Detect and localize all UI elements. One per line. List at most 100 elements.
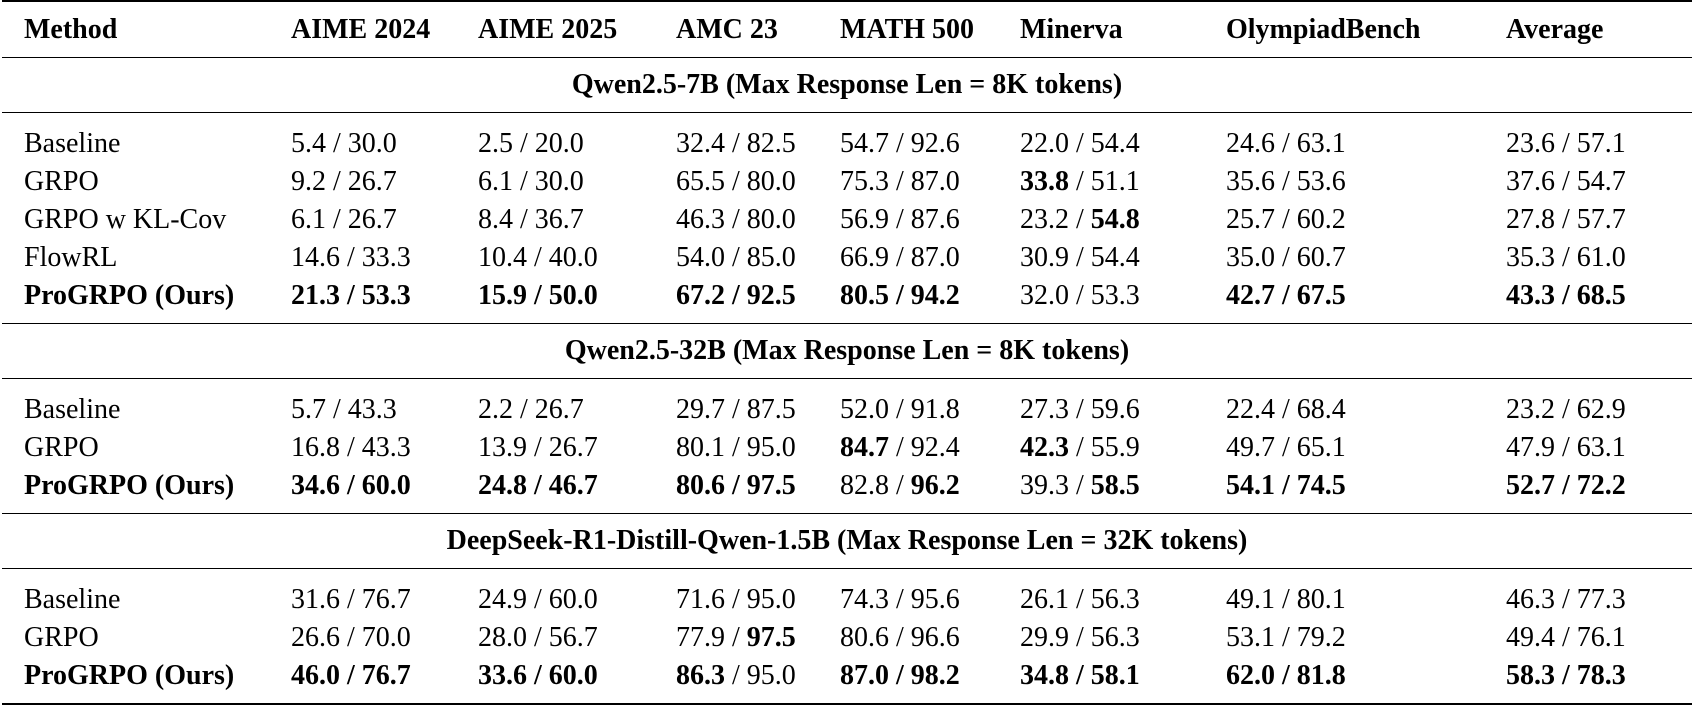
score-separator: / [326, 128, 348, 159]
score-cell: 31.6 / 76.7 [287, 569, 476, 620]
score-separator: / [889, 280, 911, 311]
score-cell: 8.4 / 36.7 [476, 201, 664, 239]
score-separator: / [340, 622, 362, 653]
score-cell: 43.3 / 68.5 [1488, 277, 1692, 324]
score-cell: 2.5 / 20.0 [476, 113, 664, 164]
score-separator: / [1275, 432, 1297, 463]
score-value: 80.6 [840, 622, 889, 653]
score-value: 54.4 [1090, 128, 1140, 159]
score-separator: / [1069, 242, 1091, 273]
score-value: 42.7 [1226, 280, 1275, 311]
score-separator: / [340, 660, 362, 691]
score-cell: 49.7 / 65.1 [1226, 429, 1488, 467]
score-value: 54.4 [1090, 242, 1140, 273]
score-cell: 27.8 / 57.7 [1488, 201, 1692, 239]
score-value: 10.4 [478, 242, 527, 273]
score-cell: 62.0 / 81.8 [1226, 657, 1488, 704]
score-separator: / [725, 394, 747, 425]
score-value: 27.8 [1506, 204, 1555, 235]
score-value: 60.0 [548, 584, 598, 615]
score-value: 75.3 [840, 166, 889, 197]
score-value: 77.9 [676, 622, 725, 653]
score-cell: 33.6 / 60.0 [476, 657, 664, 704]
score-value: 92.6 [910, 128, 960, 159]
score-cell: 80.5 / 94.2 [834, 277, 1010, 324]
score-cell: 54.0 / 85.0 [664, 239, 834, 277]
score-value: 57.7 [1576, 204, 1626, 235]
score-value: 78.3 [1576, 660, 1626, 691]
col-header-olympiadbench: OlympiadBench [1226, 13, 1421, 45]
section-header-row: Qwen2.5-32B (Max Response Len = 8K token… [2, 323, 1692, 379]
score-cell: 5.7 / 43.3 [287, 379, 476, 430]
table-body: Qwen2.5-7B (Max Response Len = 8K tokens… [2, 57, 1692, 704]
score-cell: 65.5 / 80.0 [664, 163, 834, 201]
score-separator: / [889, 242, 911, 273]
score-value: 65.1 [1296, 432, 1346, 463]
score-separator: / [889, 584, 911, 615]
score-value: 80.1 [1296, 584, 1346, 615]
score-value: 36.7 [534, 204, 584, 235]
score-cell: 53.1 / 79.2 [1226, 619, 1488, 657]
score-separator: / [1555, 280, 1577, 311]
score-separator: / [1275, 660, 1297, 691]
method-cell: FlowRL [24, 242, 118, 273]
score-value: 87.0 [840, 660, 889, 691]
score-separator: / [889, 166, 911, 197]
score-value: 95.6 [910, 584, 960, 615]
score-separator: / [513, 204, 535, 235]
table-row: GRPO w KL-Cov 6.1 / 26.7 8.4 / 36.7 46.3 / … [2, 201, 1692, 239]
score-value: 14.6 [291, 242, 340, 273]
method-cell: Baseline [24, 128, 121, 159]
score-value: 27.3 [1020, 394, 1069, 425]
score-value: 32.4 [676, 128, 725, 159]
col-header-math-500: MATH 500 [840, 13, 975, 45]
col-header-aime-2024: AIME 2024 [291, 13, 431, 45]
score-value: 56.7 [548, 622, 598, 653]
score-separator: / [1275, 166, 1297, 197]
score-separator: / [326, 394, 348, 425]
score-value: 54.0 [676, 242, 725, 273]
score-value: 23.6 [1506, 128, 1555, 159]
score-value: 98.2 [910, 660, 960, 691]
score-separator: / [527, 242, 549, 273]
score-separator: / [1069, 394, 1091, 425]
score-separator: / [527, 584, 549, 615]
score-value: 20.0 [534, 128, 584, 159]
score-value: 42.3 [1020, 432, 1069, 463]
score-cell: 30.9 / 54.4 [1010, 239, 1226, 277]
score-cell: 52.0 / 91.8 [834, 379, 1010, 430]
score-cell: 9.2 / 26.7 [287, 163, 476, 201]
score-value: 24.8 [478, 470, 527, 501]
score-value: 56.3 [1090, 622, 1140, 653]
score-value: 8.4 [478, 204, 513, 235]
score-value: 25.7 [1226, 204, 1275, 235]
score-value: 35.6 [1226, 166, 1275, 197]
score-value: 87.6 [910, 204, 960, 235]
score-value: 60.0 [548, 660, 598, 691]
score-value: 31.6 [291, 584, 340, 615]
score-cell: 37.6 / 54.7 [1488, 163, 1692, 201]
score-separator: / [340, 242, 362, 273]
score-value: 23.2 [1020, 204, 1069, 235]
score-value: 87.0 [910, 166, 960, 197]
score-value: 95.0 [746, 584, 796, 615]
score-value: 34.8 [1020, 660, 1069, 691]
score-cell: 46.3 / 80.0 [664, 201, 834, 239]
score-cell: 29.7 / 87.5 [664, 379, 834, 430]
score-value: 2.2 [478, 394, 513, 425]
score-separator: / [1069, 622, 1091, 653]
score-cell: 15.9 / 50.0 [476, 277, 664, 324]
score-value: 52.0 [840, 394, 889, 425]
score-value: 60.7 [1296, 242, 1346, 273]
score-value: 62.9 [1576, 394, 1626, 425]
score-value: 97.5 [746, 622, 796, 653]
score-value: 52.7 [1506, 470, 1555, 501]
score-value: 68.5 [1576, 280, 1626, 311]
score-value: 15.9 [478, 280, 527, 311]
score-separator: / [725, 128, 747, 159]
section-header-row: Qwen2.5-7B (Max Response Len = 8K tokens… [2, 57, 1692, 113]
score-value: 54.1 [1226, 470, 1275, 501]
section-header-row: DeepSeek-R1-Distill-Qwen-1.5B (Max Respo… [2, 513, 1692, 569]
section-title: Qwen2.5-7B (Max Response Len = 8K tokens… [2, 57, 1692, 113]
